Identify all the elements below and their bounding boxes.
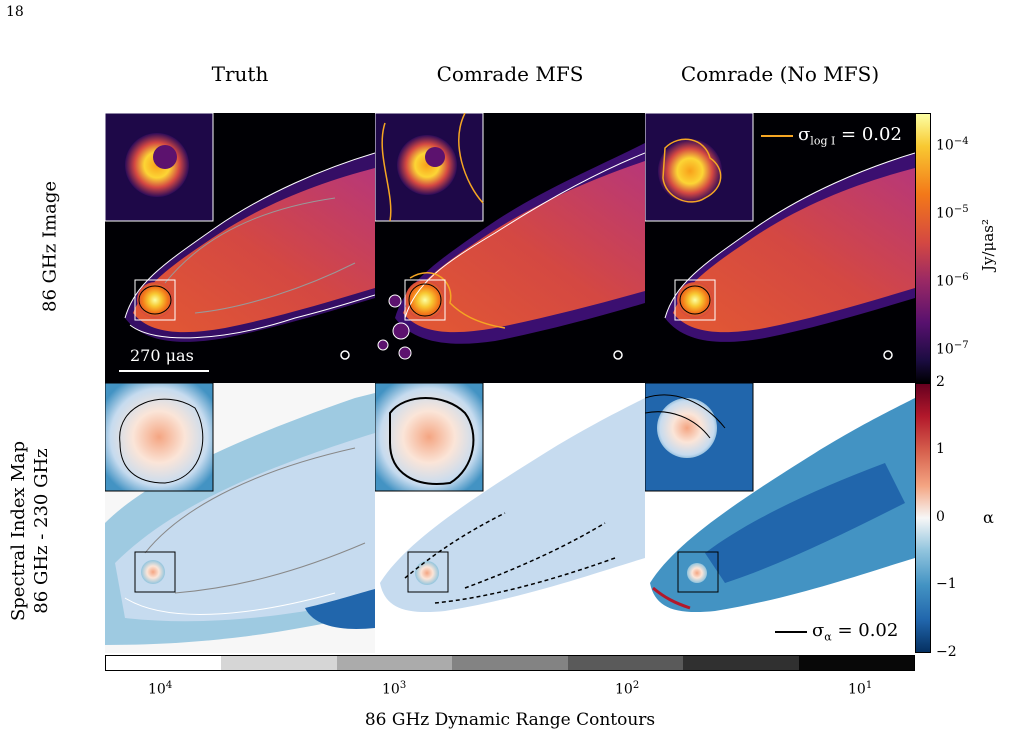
dynamic-range-tick: 104 <box>148 680 173 698</box>
dynamic-range-swatch <box>798 656 914 670</box>
colorbar-image-tick: 10−4 <box>936 136 969 154</box>
spectral-row <box>105 383 915 653</box>
dynamic-range-tick: 102 <box>615 680 640 698</box>
scale-bar-label: 270 μas <box>130 346 194 365</box>
legend-top: σlog I = 0.02 <box>798 124 902 148</box>
column-title-comrade-no-mfs: Comrade (No MFS) <box>680 62 880 86</box>
dynamic-range-tick: 103 <box>382 680 407 698</box>
legend-bottom-subscript: α <box>824 630 832 644</box>
panel-mfs-image <box>375 113 645 383</box>
legend-bottom-symbol: σ <box>812 620 825 641</box>
row-label-spectral-line1: Spectral Index Map <box>8 440 29 622</box>
dynamic-range-swatch <box>683 656 799 670</box>
colorbar-alpha <box>915 383 931 653</box>
dynamic-range-swatch <box>336 656 453 670</box>
row-label-spectral-line2: 86 GHz - 230 GHz <box>31 448 52 614</box>
colorbar-image <box>915 113 931 383</box>
dynamic-range-bar <box>105 655 915 671</box>
row-label-image: 86 GHz Image <box>39 181 61 312</box>
dynamic-range-swatch <box>452 656 568 670</box>
colorbar-alpha-tick: 1 <box>936 441 945 457</box>
colorbar-alpha-label: α <box>983 508 994 527</box>
colorbar-image-tick: 10−6 <box>936 272 969 290</box>
page-number: 18 <box>6 4 24 20</box>
panel-mfs-spectral <box>375 383 645 653</box>
legend-bottom-value: = 0.02 <box>831 620 899 641</box>
panel-truth-spectral <box>105 383 375 653</box>
column-title-comrade-mfs: Comrade MFS <box>436 62 584 86</box>
legend-top-value: = 0.02 <box>835 124 902 145</box>
colorbar-alpha-tick: −1 <box>936 576 957 592</box>
panel-truth-image <box>105 113 375 383</box>
dynamic-range-swatch <box>221 656 337 670</box>
colorbar-image-tick: 10−7 <box>936 340 969 358</box>
legend-bottom: σα = 0.02 <box>812 620 898 644</box>
legend-top-symbol: σ <box>798 124 811 145</box>
dynamic-range-swatch <box>567 656 684 670</box>
column-title-truth: Truth <box>211 62 269 86</box>
legend-top-subscript: log I <box>810 134 836 148</box>
panel-nomfs-image <box>645 113 915 383</box>
colorbar-image-tick: 10−5 <box>936 204 969 222</box>
dynamic-range-tick: 101 <box>848 680 873 698</box>
row-label-spectral: Spectral Index Map 86 GHz - 230 GHz <box>7 421 53 641</box>
panel-nomfs-spectral <box>645 383 915 653</box>
dynamic-range-label: 86 GHz Dynamic Range Contours <box>364 710 656 730</box>
colorbar-alpha-tick: −2 <box>936 644 957 660</box>
colorbar-image-label: Jy/μas² <box>979 219 997 271</box>
image-row <box>105 113 915 383</box>
dynamic-range-swatch <box>106 656 222 670</box>
colorbar-alpha-tick: 2 <box>936 374 945 390</box>
colorbar-alpha-tick: 0 <box>936 509 945 525</box>
